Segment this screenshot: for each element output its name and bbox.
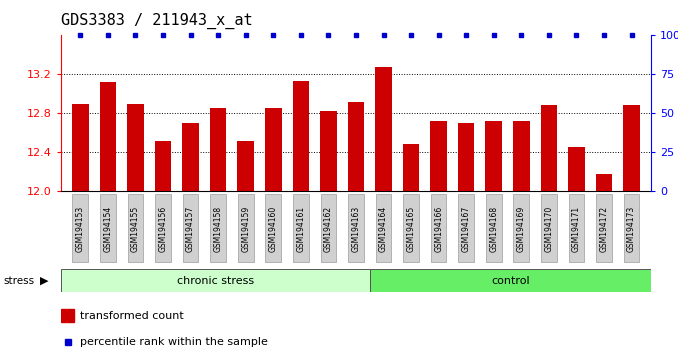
- Text: GSM194171: GSM194171: [572, 205, 581, 252]
- FancyBboxPatch shape: [513, 194, 530, 262]
- FancyBboxPatch shape: [458, 194, 474, 262]
- Bar: [237, 141, 254, 191]
- Text: control: control: [491, 275, 530, 286]
- FancyBboxPatch shape: [182, 194, 199, 262]
- Text: GSM194172: GSM194172: [599, 205, 609, 252]
- Bar: [100, 82, 116, 191]
- FancyBboxPatch shape: [541, 194, 557, 262]
- Bar: [513, 121, 530, 191]
- Bar: [370, 269, 651, 292]
- Bar: [403, 144, 420, 191]
- Text: GSM194170: GSM194170: [544, 205, 553, 252]
- Bar: [127, 104, 144, 191]
- FancyBboxPatch shape: [486, 194, 502, 262]
- Bar: [540, 105, 557, 191]
- FancyBboxPatch shape: [293, 194, 308, 262]
- FancyBboxPatch shape: [100, 194, 116, 262]
- Bar: [182, 123, 199, 191]
- Text: chronic stress: chronic stress: [177, 275, 254, 286]
- Bar: [431, 121, 447, 191]
- Text: GSM194155: GSM194155: [131, 205, 140, 252]
- FancyBboxPatch shape: [596, 194, 612, 262]
- FancyBboxPatch shape: [431, 194, 447, 262]
- Bar: [348, 102, 364, 191]
- Bar: [485, 121, 502, 191]
- Bar: [623, 105, 640, 191]
- Text: GSM194157: GSM194157: [186, 205, 195, 252]
- Text: percentile rank within the sample: percentile rank within the sample: [80, 337, 268, 347]
- Text: GSM194158: GSM194158: [214, 205, 222, 252]
- FancyBboxPatch shape: [265, 194, 281, 262]
- Bar: [265, 108, 281, 191]
- Bar: [375, 67, 392, 191]
- Text: GSM194167: GSM194167: [462, 205, 471, 252]
- Text: GSM194166: GSM194166: [434, 205, 443, 252]
- Bar: [320, 112, 337, 191]
- FancyBboxPatch shape: [403, 194, 419, 262]
- Text: GSM194153: GSM194153: [76, 205, 85, 252]
- FancyBboxPatch shape: [210, 194, 226, 262]
- Text: GSM194161: GSM194161: [296, 205, 305, 252]
- Text: GSM194168: GSM194168: [490, 205, 498, 252]
- FancyBboxPatch shape: [376, 194, 391, 262]
- Text: GSM194163: GSM194163: [351, 205, 361, 252]
- FancyBboxPatch shape: [569, 194, 584, 262]
- Text: GSM194154: GSM194154: [103, 205, 113, 252]
- Text: GSM194162: GSM194162: [324, 205, 333, 252]
- FancyBboxPatch shape: [73, 194, 88, 262]
- Text: GSM194169: GSM194169: [517, 205, 526, 252]
- Bar: [61, 269, 370, 292]
- Bar: [210, 108, 226, 191]
- Bar: [72, 104, 89, 191]
- Bar: [568, 147, 584, 191]
- Bar: [596, 174, 612, 191]
- FancyBboxPatch shape: [238, 194, 254, 262]
- Text: GSM194160: GSM194160: [268, 205, 278, 252]
- Text: GSM194164: GSM194164: [379, 205, 388, 252]
- Text: transformed count: transformed count: [80, 311, 184, 321]
- FancyBboxPatch shape: [624, 194, 639, 262]
- Text: ▶: ▶: [40, 276, 48, 286]
- FancyBboxPatch shape: [155, 194, 171, 262]
- Text: GSM194156: GSM194156: [159, 205, 167, 252]
- FancyBboxPatch shape: [321, 194, 336, 262]
- Bar: [458, 123, 475, 191]
- FancyBboxPatch shape: [348, 194, 364, 262]
- Bar: [61, 309, 74, 322]
- Text: GSM194159: GSM194159: [241, 205, 250, 252]
- FancyBboxPatch shape: [127, 194, 143, 262]
- Text: GSM194165: GSM194165: [407, 205, 416, 252]
- Text: GDS3383 / 211943_x_at: GDS3383 / 211943_x_at: [61, 12, 253, 29]
- Text: stress: stress: [3, 276, 35, 286]
- Text: GSM194173: GSM194173: [627, 205, 636, 252]
- Bar: [292, 81, 309, 191]
- Bar: [155, 141, 172, 191]
